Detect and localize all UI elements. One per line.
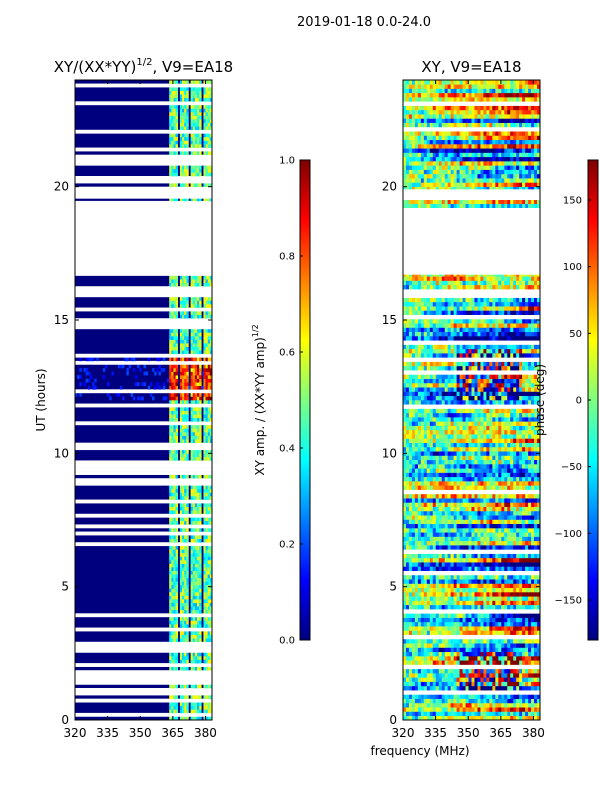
amplitude-colorbar: 0.0 0.2 0.4 0.6 0.8 1.0 XY amp. / (XX*YY amp)… (251, 156, 311, 647)
phase-plot-frame (402, 79, 541, 721)
x-tick-label: 320 (64, 726, 87, 740)
colorbar-tick-label: 0.6 (279, 348, 295, 359)
colorbar-tick-label: −50 (561, 462, 582, 473)
y-tick-label: 0 (61, 713, 69, 727)
colorbar-tick-label: 0.2 (279, 540, 295, 551)
colorbar-tick-label: 1.0 (279, 156, 295, 167)
amplitude-colorbar-gradient (299, 159, 311, 641)
colorbar-tick-label: −100 (555, 529, 582, 540)
colorbar-tick-label: 0.4 (279, 444, 295, 455)
y-tick-label: 5 (61, 580, 69, 594)
amplitude-heatmap (75, 80, 212, 720)
colorbar-tick-label: 0 (576, 396, 582, 407)
figure-suptitle: 2019-01-18 0.0-24.0 (297, 15, 431, 30)
amplitude-ylabel: UT (hours) (34, 368, 48, 431)
frequency-xlabel: frequency (MHz) (370, 744, 469, 758)
x-tick-label: 380 (522, 726, 545, 740)
amplitude-plot-frame (74, 79, 213, 721)
phase-title: XY, V9=EA18 (421, 58, 521, 76)
amplitude-colorbar-ticks: 0.0 0.2 0.4 0.6 0.8 1.0 (279, 156, 303, 647)
panel-phase: XY, V9=EA18 320 335 350 365 380 0 5 10 15 20 freq… (370, 58, 544, 758)
phase-axes-ticks: 320 335 350 365 380 0 5 10 15 20 (382, 80, 545, 740)
amplitude-title: XY/(XX*YY)1/2, V9=EA18 (54, 57, 233, 76)
x-tick-label: 380 (194, 726, 217, 740)
y-tick-label: 10 (382, 446, 397, 460)
y-tick-label: 20 (382, 180, 397, 194)
x-tick-label: 365 (161, 726, 184, 740)
colorbar-tick-label: −150 (555, 596, 582, 607)
x-tick-label: 335 (424, 726, 447, 740)
colorbar-tick-label: 0.8 (279, 252, 295, 263)
colorbar-tick-label: 100 (563, 262, 582, 273)
y-tick-label: 10 (54, 446, 69, 460)
y-tick-label: 15 (54, 313, 69, 327)
phase-colorbar: −150 −100 −50 0 50 100 150 phase (deg) (533, 159, 599, 641)
x-tick-label: 365 (489, 726, 512, 740)
x-tick-label: 350 (457, 726, 480, 740)
colorbar-tick-label: 0.0 (279, 636, 295, 647)
phase-colorbar-label: phase (deg) (533, 364, 547, 436)
colorbar-tick-label: 50 (569, 329, 582, 340)
x-tick-label: 350 (129, 726, 152, 740)
y-tick-label: 5 (389, 580, 397, 594)
panel-amplitude: XY/(XX*YY)1/2, V9=EA18 320 335 350 365 380 0 5… (34, 57, 233, 740)
y-tick-label: 20 (54, 180, 69, 194)
y-tick-label: 15 (382, 313, 397, 327)
y-tick-label: 0 (389, 713, 397, 727)
amplitude-colorbar-label: XY amp. / (XX*YY amp)1/2 (251, 324, 267, 475)
phase-heatmap (403, 80, 540, 720)
x-tick-label: 320 (392, 726, 415, 740)
amplitude-axes-ticks: 320 335 350 365 380 0 5 10 15 20 (54, 80, 217, 740)
colorbar-tick-label: 150 (563, 196, 582, 207)
phase-colorbar-ticks: −150 −100 −50 0 50 100 150 (555, 196, 591, 607)
x-tick-label: 335 (96, 726, 119, 740)
